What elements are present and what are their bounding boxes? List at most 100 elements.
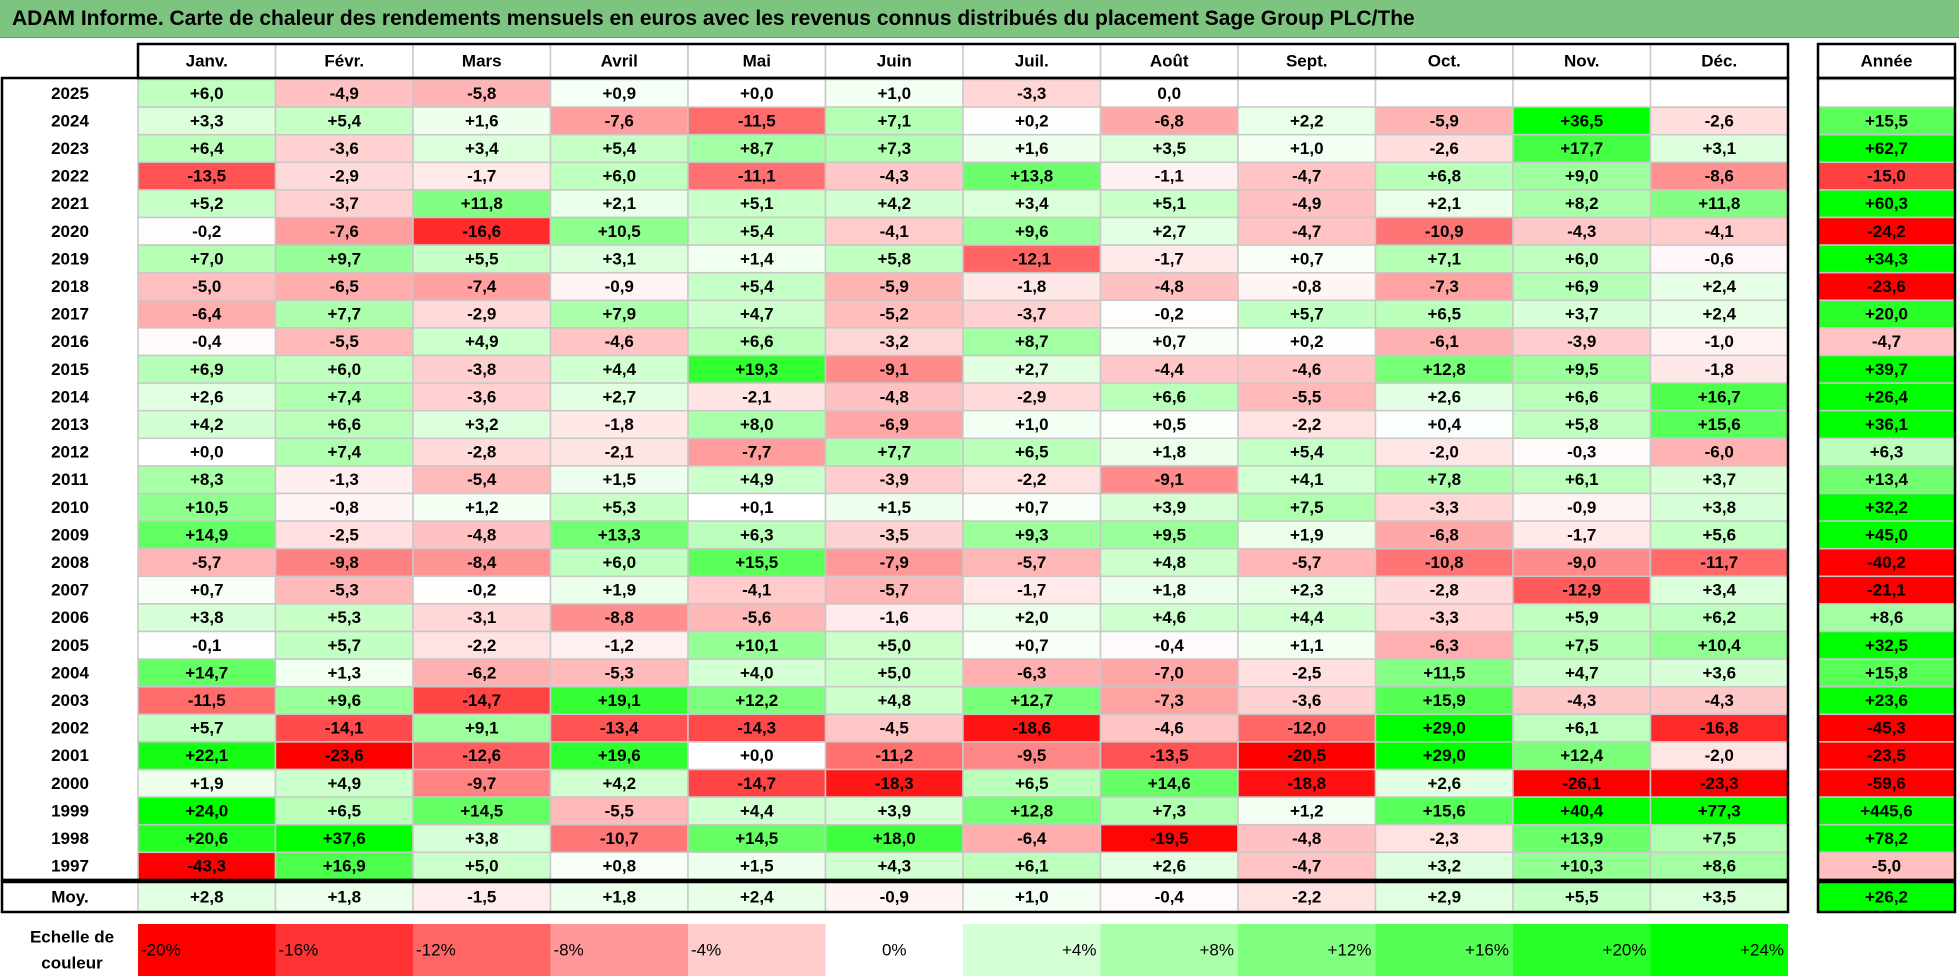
annual-value: +8,6	[1870, 608, 1904, 627]
heat-value: +4,6	[1152, 608, 1186, 627]
heat-value: -11,5	[188, 691, 226, 710]
heat-cell	[1099, 161, 1239, 191]
heat-value: -18,3	[875, 774, 914, 793]
heat-value: -18,8	[1287, 774, 1326, 793]
heat-cell	[137, 299, 277, 329]
heat-value: +3,8	[190, 608, 224, 627]
heat-value: +5,0	[877, 663, 911, 682]
row-label-2016: 2016	[51, 332, 89, 351]
heat-value: +3,9	[877, 801, 911, 820]
average-value: +2,4	[740, 887, 774, 906]
heat-cell	[1649, 741, 1789, 771]
heat-value: +4,9	[327, 774, 361, 793]
heat-value: -5,8	[467, 84, 496, 103]
heat-value: +3,6	[1702, 663, 1736, 682]
heat-value: -0,4	[192, 332, 222, 351]
heat-cell	[274, 271, 414, 302]
heat-value: +7,0	[190, 249, 224, 268]
heat-value: -1,7	[1567, 525, 1596, 544]
heat-value: -4,3	[1567, 222, 1596, 241]
heat-cell	[412, 216, 552, 246]
heat-cell	[1649, 271, 1789, 302]
heat-cell	[1099, 603, 1239, 633]
heat-value: +6,0	[602, 167, 636, 186]
annual-cell	[1817, 216, 1956, 246]
heat-value: -5,7	[1292, 553, 1321, 572]
heat-value: +12,7	[1010, 691, 1053, 710]
heat-cell	[962, 603, 1102, 633]
annual-value: -24,2	[1867, 222, 1906, 241]
heat-value: -4,7	[1292, 167, 1321, 186]
heat-value: +16,7	[1698, 387, 1741, 406]
heat-value: -3,9	[1567, 332, 1596, 351]
heat-cell	[1374, 768, 1514, 798]
heat-value: +9,5	[1565, 360, 1599, 379]
heat-value: -3,3	[1017, 84, 1046, 103]
heat-value: +1,5	[740, 857, 774, 876]
heat-value: +14,6	[1148, 774, 1191, 793]
heat-value: +5,4	[327, 111, 361, 130]
heat-value: +19,3	[735, 360, 778, 379]
heat-value: +1,9	[1290, 525, 1324, 544]
heat-cell	[962, 189, 1102, 219]
heat-cell	[687, 299, 827, 329]
heat-cell	[1237, 216, 1377, 246]
heat-value: +1,8	[1152, 581, 1186, 600]
average-cell	[412, 881, 552, 913]
heat-value: -14,1	[325, 719, 364, 738]
heat-value: -6,4	[192, 305, 222, 324]
heat-value: -4,5	[880, 719, 909, 738]
heat-value: -5,5	[330, 332, 359, 351]
heat-cell	[1649, 465, 1789, 495]
heat-cell	[1099, 382, 1239, 412]
row-label-2003: 2003	[51, 691, 89, 710]
heat-value: +15,9	[1423, 691, 1466, 710]
row-label-2018: 2018	[51, 277, 89, 296]
heat-value: +1,0	[1290, 139, 1324, 158]
annual-value: -59,6	[1867, 774, 1906, 793]
color-scale-stop: 0%	[882, 940, 907, 959]
heat-cell	[824, 547, 964, 578]
heat-cell	[687, 520, 827, 550]
heat-value: +17,7	[1560, 139, 1603, 158]
heat-value: +9,7	[327, 249, 361, 268]
color-scale-swatch	[963, 924, 1101, 976]
col-header-janv: Janv.	[186, 51, 228, 70]
heat-value: -1,6	[880, 608, 909, 627]
heat-cell	[962, 575, 1102, 605]
heat-value: +8,3	[190, 470, 224, 489]
heat-cell	[1099, 575, 1239, 605]
heat-value: +3,8	[465, 829, 499, 848]
heat-value: -5,2	[880, 305, 909, 324]
heat-cell	[962, 741, 1102, 771]
heat-cell	[137, 685, 277, 716]
row-label-2007: 2007	[51, 581, 89, 600]
heat-cell	[824, 658, 964, 688]
heat-cell	[687, 106, 827, 136]
heat-value: +11,8	[1698, 194, 1740, 213]
col-header-f-vr: Févr.	[324, 51, 364, 70]
annual-cell	[1817, 768, 1956, 798]
heat-value: -2,6	[1705, 111, 1734, 130]
annual-value: -23,5	[1867, 746, 1906, 765]
annual-value: +78,2	[1865, 829, 1908, 848]
average-value: +2,8	[190, 887, 224, 906]
heat-cell	[824, 409, 964, 440]
heat-value: +12,8	[1010, 801, 1053, 820]
row-label-2020: 2020	[51, 222, 89, 241]
heat-cell	[1512, 520, 1652, 550]
heat-cell	[824, 189, 964, 219]
heat-value: -4,4	[1155, 360, 1185, 379]
heat-value: +2,4	[1702, 305, 1736, 324]
heat-value: +3,3	[190, 111, 224, 130]
heat-cell	[412, 78, 552, 108]
heat-value: -6,8	[1155, 111, 1184, 130]
heat-value: -12,0	[1287, 719, 1326, 738]
heat-cell	[274, 382, 414, 412]
heat-value: -4,6	[1155, 719, 1184, 738]
heat-cell	[137, 823, 277, 854]
heat-cell	[412, 271, 552, 302]
annual-cell	[1817, 161, 1956, 191]
heat-cell	[1237, 603, 1377, 633]
heat-value: +6,6	[1152, 387, 1186, 406]
